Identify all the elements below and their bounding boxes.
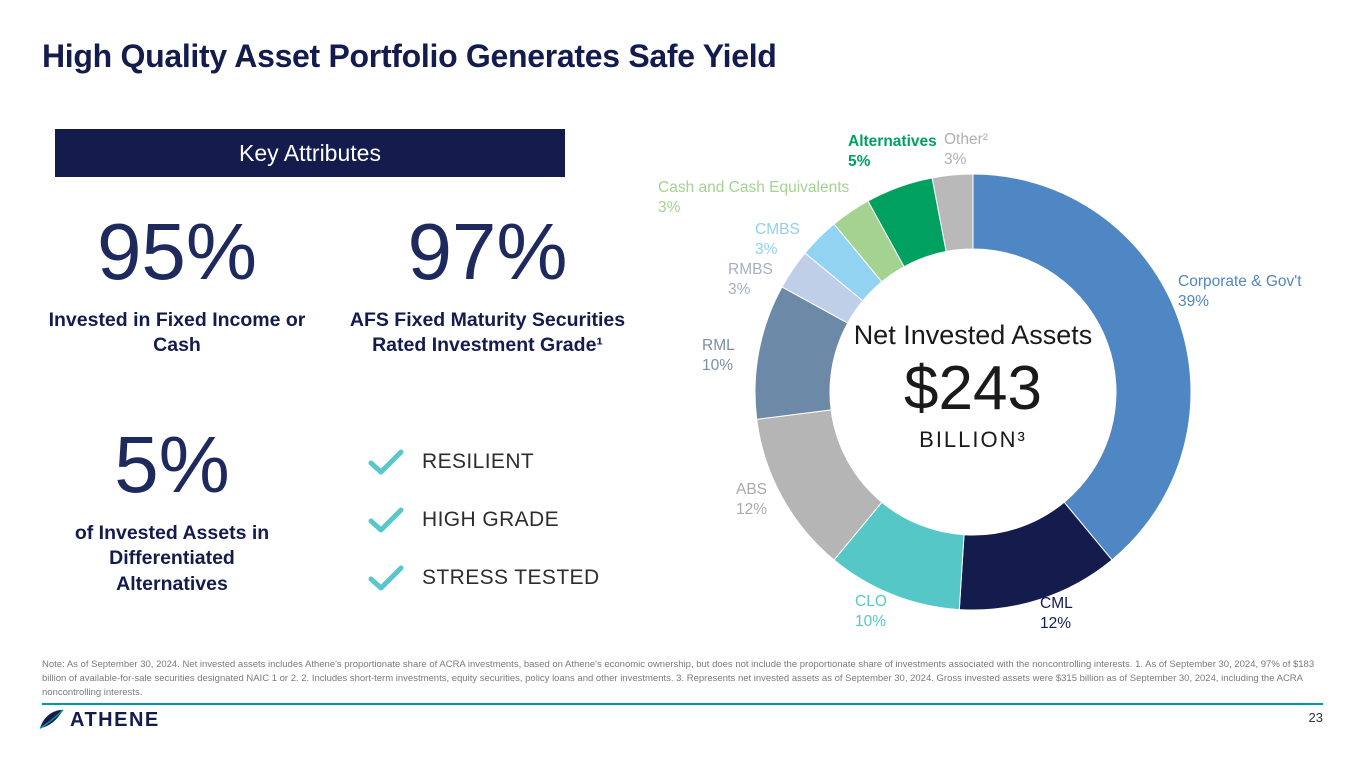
- chart-label-other: Other² 3: [944, 130, 988, 170]
- chart-label-clo: CLO 10: [855, 592, 887, 632]
- footnote: Note: As of September 30, 2024. Net inve…: [42, 659, 1315, 698]
- segment-name: Corporate & Gov't: [1178, 273, 1302, 290]
- segment-percent: 10: [855, 612, 887, 632]
- segment-percent: 39: [1178, 292, 1302, 312]
- stat-label: AFS Fixed Maturity Securities Rated Inve…: [349, 309, 626, 357]
- checklist-item-resilient: RESILIENT: [368, 448, 600, 476]
- athene-logo: ATHENE: [38, 708, 160, 732]
- chart-label-cash: Cash and Cash Equivalents 3: [658, 178, 849, 218]
- segment-percent: 12: [736, 500, 767, 520]
- segment-percent: 12: [1040, 614, 1073, 634]
- net-invested-assets-donut-chart: Net Invested Assets $243 BILLION³ Corpor…: [650, 120, 1340, 665]
- segment-name: Alternatives: [848, 133, 937, 150]
- donut-segment-9: [931, 173, 974, 253]
- chart-label-cml: CML 12: [1040, 594, 1073, 634]
- chart-label-rml: RML 10: [702, 336, 735, 376]
- chart-total-value: $243: [904, 354, 1042, 423]
- checklist-item-stress-tested: STRESS TESTED: [368, 564, 600, 592]
- checkmark-icon: [368, 565, 404, 591]
- donut-segment-0: [972, 173, 1192, 561]
- donut-chart-svg: [754, 173, 1192, 611]
- chart-total-unit: BILLION³: [919, 427, 1027, 453]
- chart-title: Net Invested Assets: [853, 320, 1093, 350]
- stat-label: of Invested Assets in Differentiated Alt…: [74, 522, 270, 595]
- stat-alternatives: 5% of Invested Assets in Differentiated …: [62, 425, 282, 597]
- segment-percent: 5: [848, 152, 937, 172]
- segment-name: RMBS: [728, 261, 773, 278]
- segment-percent: 3: [728, 280, 773, 300]
- stat-value: 97%: [407, 207, 568, 296]
- athene-logo-text: ATHENE: [70, 708, 160, 731]
- segment-name: Other²: [944, 131, 988, 148]
- segment-name: RML: [702, 337, 735, 354]
- key-attributes-header: Key Attributes: [55, 129, 565, 177]
- page-title: High Quality Asset Portfolio Generates S…: [42, 38, 777, 74]
- stat-value: 95%: [96, 207, 258, 296]
- stat-label: Invested in Fixed Income or Cash: [48, 309, 306, 357]
- checklist-label: STRESS TESTED: [422, 566, 600, 589]
- segment-percent: 3: [755, 240, 800, 260]
- chart-label-abs: ABS 12: [736, 480, 767, 520]
- chart-label-rmbs: RMBS 3: [728, 260, 773, 300]
- key-attributes-header-label: Key Attributes: [239, 139, 381, 166]
- footer-divider: [42, 703, 1323, 705]
- segment-percent: 3: [658, 198, 849, 218]
- checklist-label: RESILIENT: [422, 450, 535, 473]
- stat-investment-grade: 97% AFS Fixed Maturity Securities Rated …: [330, 212, 645, 359]
- chart-label-cmbs: CMBS 3: [755, 220, 800, 260]
- stat-value: 5%: [114, 420, 230, 509]
- segment-percent: 3: [944, 150, 988, 170]
- segment-name: CML: [1040, 595, 1073, 612]
- checklist-label: HIGH GRADE: [422, 508, 560, 531]
- athene-logo-icon: [39, 709, 64, 729]
- checkmark-icon: [368, 449, 404, 475]
- attributes-checklist: RESILIENT HIGH GRADE STRESS TESTED: [368, 448, 600, 622]
- stat-fixed-income: 95% Invested in Fixed Income or Cash: [48, 212, 306, 359]
- segment-percent: 10: [702, 356, 735, 376]
- segment-name: ABS: [736, 481, 768, 498]
- checkmark-icon: [368, 507, 404, 533]
- donut-center-text: Net Invested Assets $243 BILLION³: [793, 320, 1153, 453]
- chart-label-alternatives: Alternatives 5: [848, 132, 937, 172]
- segment-name: Cash and Cash Equivalents: [658, 179, 850, 196]
- segment-name: CMBS: [755, 221, 800, 238]
- chart-label-corporate-govt: Corporate & Gov't 39: [1178, 272, 1302, 312]
- checklist-item-high-grade: HIGH GRADE: [368, 506, 600, 534]
- page-number: 23: [1308, 710, 1323, 725]
- segment-name: CLO: [855, 593, 887, 610]
